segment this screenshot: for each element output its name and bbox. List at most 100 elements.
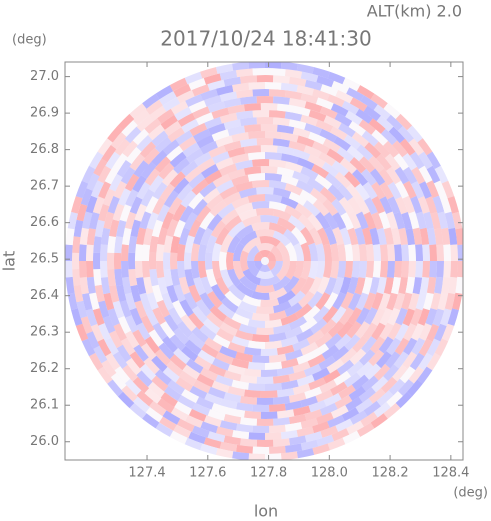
- radar-cell: [139, 211, 152, 230]
- radar-cell: [104, 337, 119, 356]
- radar-cell: [184, 252, 192, 270]
- radar-cell: [233, 261, 245, 280]
- radar-cell: [269, 403, 286, 412]
- radar-cell: [288, 316, 307, 331]
- radar-cell: [212, 261, 222, 280]
- radar-cell: [331, 345, 349, 362]
- radar-cell: [376, 115, 394, 132]
- radar-cell: [204, 116, 222, 130]
- radar-cell: [130, 219, 142, 238]
- radar-cell: [417, 366, 433, 384]
- radar-cell: [143, 147, 160, 165]
- radar-cell: [219, 163, 238, 177]
- radar-cell: [330, 126, 348, 141]
- radar-cell: [419, 323, 432, 341]
- radar-cell: [133, 344, 149, 362]
- radar-cell: [211, 403, 230, 415]
- radar-cell: [221, 209, 239, 225]
- radar-cell: [320, 84, 339, 97]
- radar-cell: [113, 180, 127, 199]
- radar-cell: [337, 261, 346, 279]
- radar-cell: [270, 245, 283, 261]
- radar-cell: [280, 82, 298, 92]
- radar-cell: [318, 355, 336, 371]
- radar-cell: [202, 187, 220, 204]
- radar-cell: [405, 228, 416, 246]
- radar-cell: [365, 243, 375, 261]
- radar-cell: [369, 227, 380, 246]
- x-tick-label: 127.4: [128, 466, 165, 481]
- radar-cell: [315, 243, 325, 261]
- radar-cell: [248, 130, 265, 140]
- radar-cell: [105, 352, 121, 371]
- radar-cell: [447, 196, 459, 214]
- radar-cell: [169, 77, 188, 92]
- radar-cell: [348, 121, 366, 137]
- radar-cell: [327, 320, 345, 338]
- radar-cell: [277, 409, 295, 419]
- radar-cell: [364, 197, 378, 215]
- radar-cell: [426, 228, 437, 246]
- radar-cell: [411, 323, 425, 341]
- radar-cell: [146, 292, 159, 310]
- radar-cell: [154, 369, 172, 386]
- radar-cell: [415, 244, 423, 261]
- radar-cell: [231, 174, 250, 187]
- x-tick-label: 128.0: [311, 466, 348, 481]
- radar-cell: [147, 124, 165, 141]
- radar-cell: [363, 400, 381, 417]
- radar-cell: [401, 244, 409, 261]
- radar-cell: [252, 67, 270, 76]
- radar-cell: [215, 226, 230, 246]
- radar-cell: [265, 151, 283, 161]
- radar-cell: [173, 177, 190, 195]
- radar-cell: [338, 384, 356, 400]
- radar-cell: [378, 336, 394, 354]
- radar-cell: [65, 244, 73, 261]
- radar-cell: [273, 300, 292, 314]
- radar-cell: [306, 329, 325, 345]
- radar-cell: [136, 390, 154, 407]
- radar-cell: [434, 323, 447, 342]
- radar-cell: [383, 277, 394, 295]
- radar-cell: [169, 171, 186, 188]
- radar-cell: [98, 300, 110, 319]
- radar-cell: [272, 374, 290, 384]
- radar-cell: [323, 393, 342, 407]
- radar-cell: [177, 112, 196, 127]
- radar-cell: [371, 196, 386, 214]
- radar-cell: [170, 252, 178, 270]
- radar-cell: [401, 292, 413, 310]
- radar-cell: [292, 127, 311, 139]
- radar-cell: [248, 382, 265, 392]
- radar-cell: [147, 381, 165, 398]
- radar-cell: [394, 166, 410, 185]
- radar-cell: [98, 323, 111, 341]
- radar-cell: [369, 276, 380, 295]
- radar-cell: [159, 416, 177, 431]
- radar-cell: [161, 169, 178, 187]
- radar-cell: [188, 192, 205, 210]
- radar-cell: [354, 277, 366, 295]
- radar-cell: [450, 261, 459, 278]
- radar-cell: [338, 307, 354, 326]
- radar-cell: [417, 308, 430, 326]
- radar-cell: [151, 355, 168, 373]
- radar-cell: [272, 230, 291, 247]
- radar-cell: [205, 252, 213, 270]
- radar-cell: [163, 314, 179, 332]
- radar-cell: [363, 211, 377, 230]
- radar-cell: [181, 389, 199, 404]
- x-tick-label: 128.2: [371, 466, 408, 481]
- radar-cell: [239, 275, 258, 292]
- radar-cell: [289, 76, 307, 87]
- radar-cell: [194, 355, 212, 371]
- radar-cell: [227, 235, 241, 254]
- radar-cell: [419, 227, 430, 245]
- radar-cell: [426, 165, 441, 184]
- radar-cell: [369, 168, 386, 186]
- radar-cell: [371, 212, 384, 230]
- radar-cell: [216, 328, 234, 343]
- radar-cell: [392, 364, 408, 382]
